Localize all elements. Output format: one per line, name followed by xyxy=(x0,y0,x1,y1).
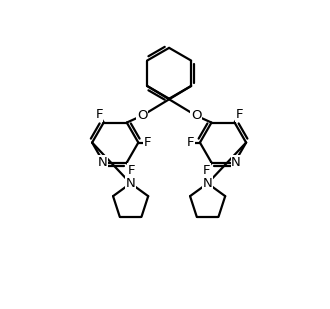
Text: N: N xyxy=(231,156,241,169)
Text: N: N xyxy=(97,156,107,169)
Text: F: F xyxy=(128,164,135,177)
Text: F: F xyxy=(95,108,103,121)
Text: F: F xyxy=(144,136,151,149)
Text: O: O xyxy=(191,109,201,122)
Text: N: N xyxy=(203,177,213,190)
Text: F: F xyxy=(235,108,243,121)
Text: O: O xyxy=(137,109,148,122)
Text: F: F xyxy=(203,164,211,177)
Text: F: F xyxy=(187,136,194,149)
Text: N: N xyxy=(126,177,136,190)
